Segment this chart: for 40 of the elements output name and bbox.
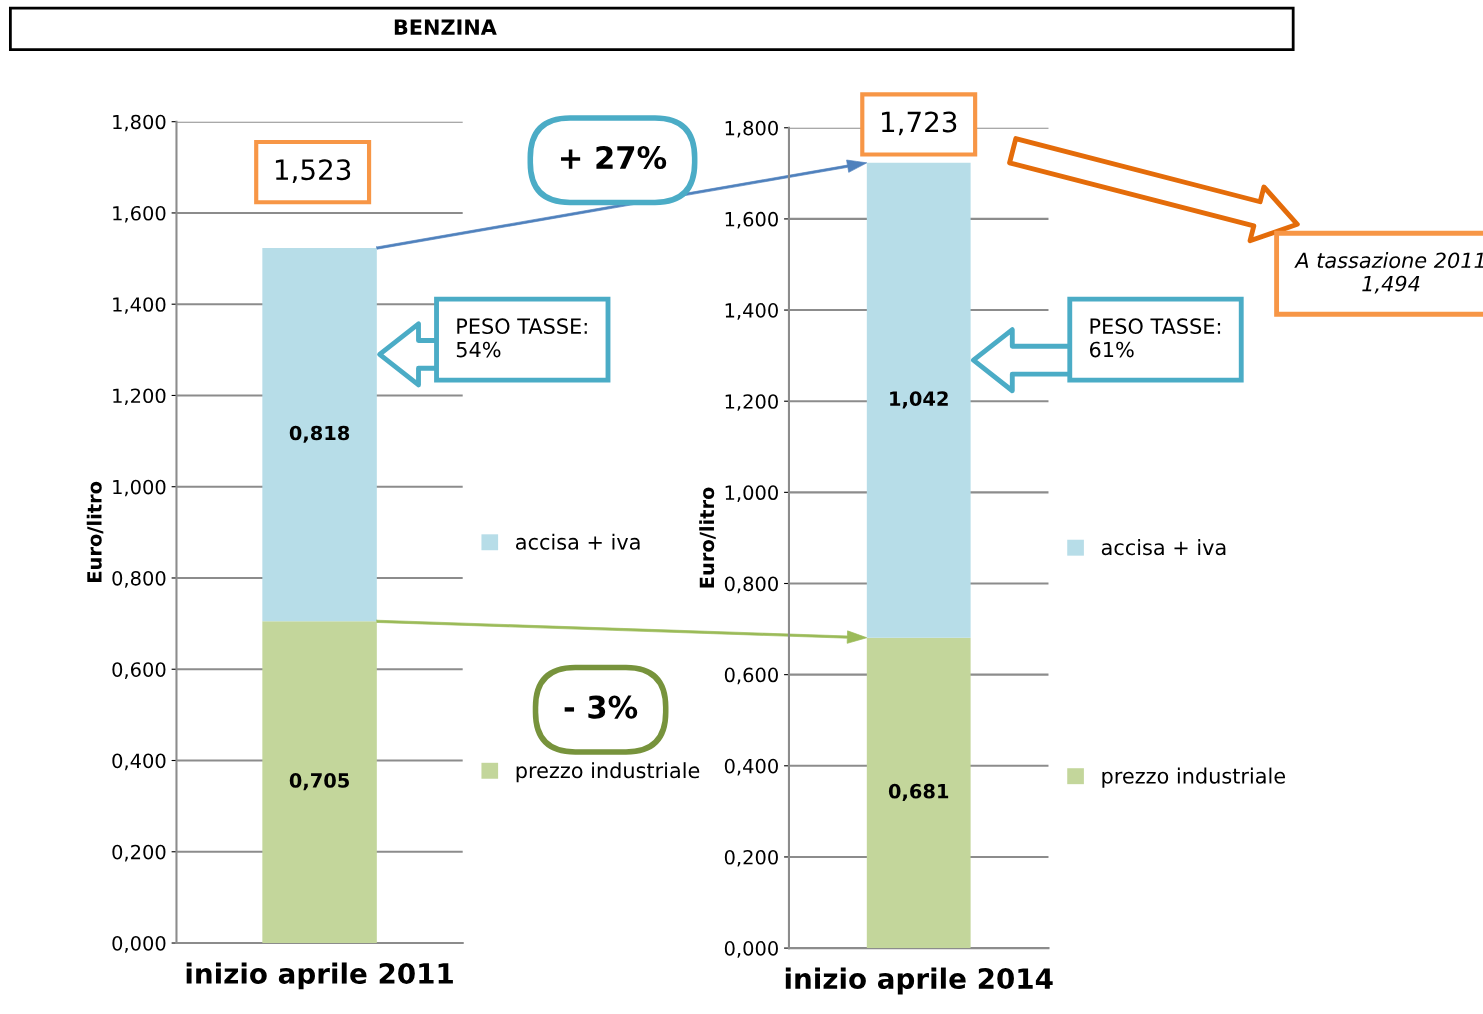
y-tick-label: 1,200 bbox=[113, 388, 166, 406]
y-tick-label: 1,800 bbox=[113, 114, 166, 132]
y-tick-label: 1,600 bbox=[113, 205, 166, 223]
x-tick-label: inizio aprile 2011 bbox=[186, 962, 453, 990]
y-tick-label: 0,000 bbox=[724, 941, 778, 958]
text: A tassazione 2011 1,494 bbox=[1294, 252, 1483, 294]
chart-title: BENZINA bbox=[394, 19, 497, 35]
data-label: 1,042 bbox=[890, 391, 948, 409]
y-tick-label: 0,200 bbox=[724, 849, 778, 867]
y-tick-label: 0,400 bbox=[724, 758, 778, 776]
legend-label: prezzo industriale bbox=[1102, 767, 1285, 788]
text: PESO TASSE: 61% bbox=[1089, 318, 1221, 358]
y-tick-label: 1,400 bbox=[725, 303, 778, 320]
y-tick-label: 0,200 bbox=[112, 844, 166, 862]
y-tick-label: 0,800 bbox=[112, 570, 166, 588]
annotation: PESO TASSE: 54% bbox=[456, 318, 587, 358]
legend-label: accisa + iva bbox=[516, 533, 640, 550]
legend-label: accisa + iva bbox=[1101, 539, 1226, 556]
y-tick-label: 0,400 bbox=[112, 753, 166, 771]
y-tick-label: 0,800 bbox=[724, 576, 778, 594]
x-tick-label: inizio aprile 2014 bbox=[785, 967, 1053, 995]
y-tick-label: 1,800 bbox=[725, 120, 778, 138]
total-label: 1,523 bbox=[275, 159, 351, 184]
y-tick-label: 1,000 bbox=[725, 485, 778, 502]
text: + 27% bbox=[561, 145, 667, 170]
y-tick-label: 1,200 bbox=[725, 394, 778, 411]
y-tick-label: 0,000 bbox=[112, 935, 166, 953]
data-label: 0,681 bbox=[888, 783, 949, 802]
data-label: 0,705 bbox=[289, 773, 349, 791]
text: - 3% bbox=[564, 695, 638, 719]
y-tick-label: 1,600 bbox=[725, 211, 778, 229]
y-tick-label: 1,000 bbox=[113, 479, 166, 497]
y-tick-label: 0,600 bbox=[112, 662, 166, 679]
data-label: 0,818 bbox=[289, 425, 350, 443]
y-tick-label: 1,400 bbox=[113, 297, 166, 314]
y-axis-title: Euro/litro bbox=[86, 481, 104, 582]
total-label: 1,723 bbox=[882, 111, 957, 136]
legend-label: prezzo industriale bbox=[516, 762, 700, 783]
y-axis-title: Euro/litro bbox=[699, 487, 716, 588]
y-tick-label: 0,600 bbox=[724, 667, 778, 685]
